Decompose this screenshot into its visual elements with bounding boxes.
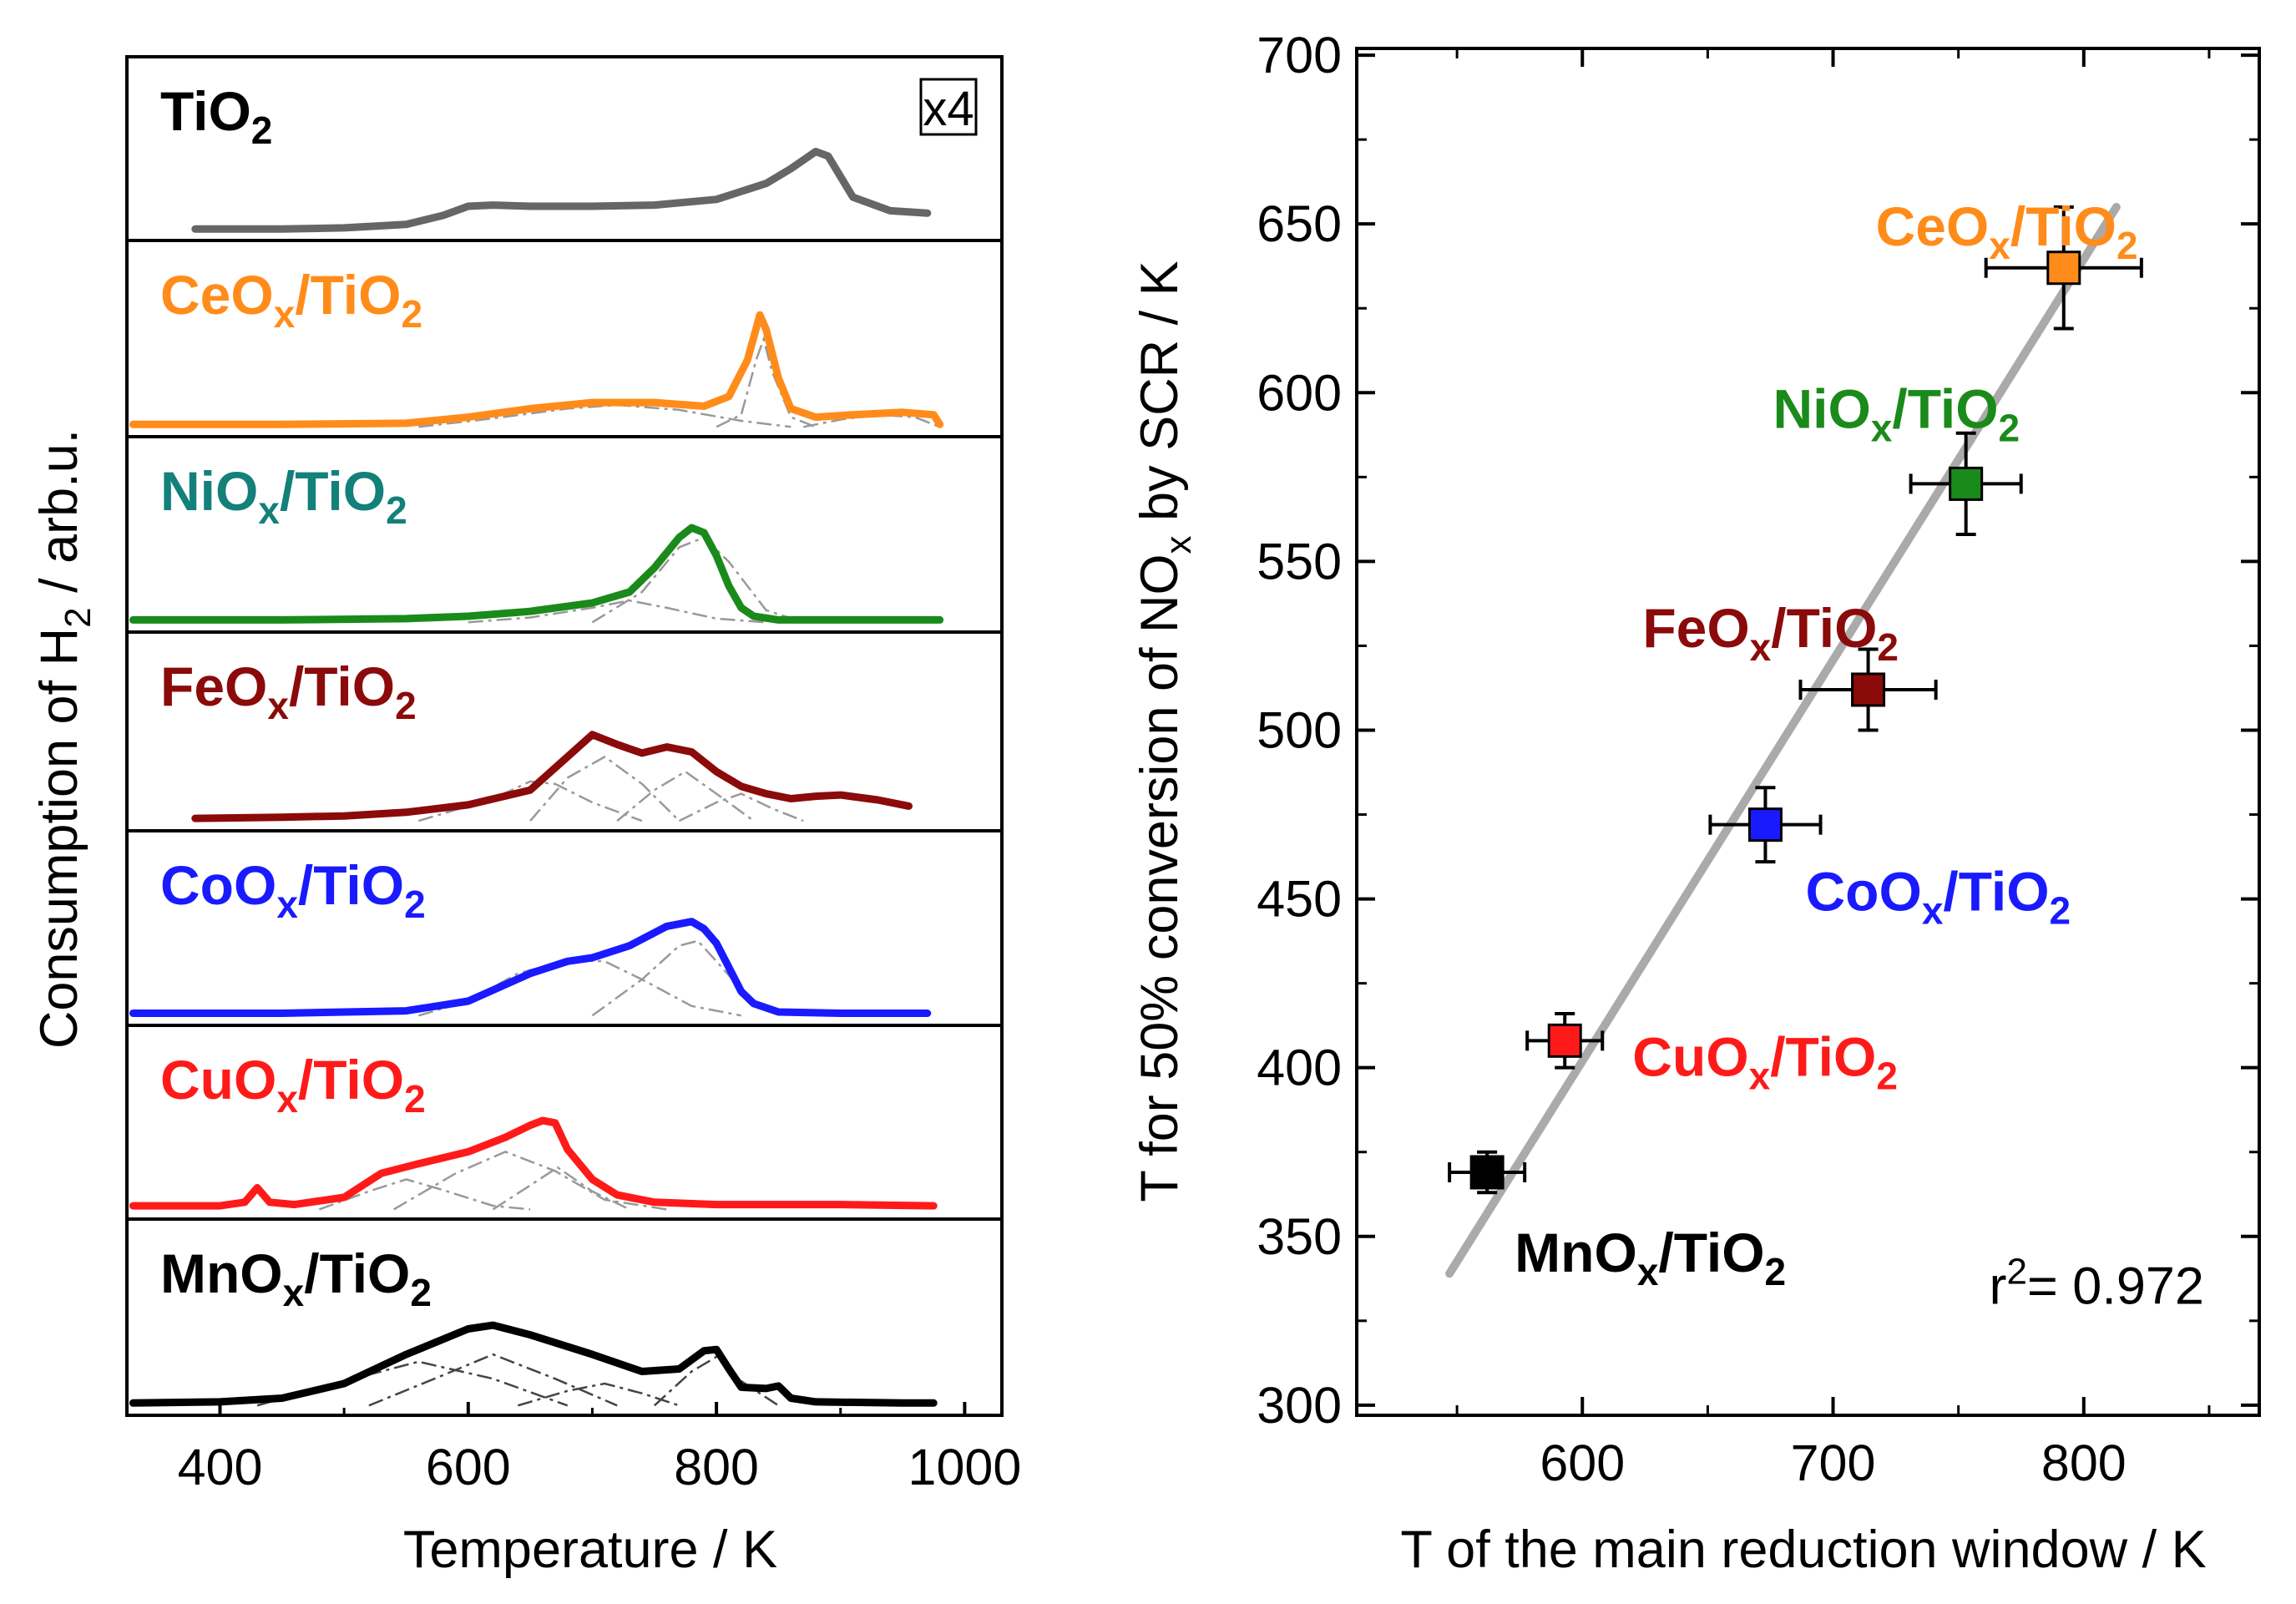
point-cuox-tio2: CuOx/TiO2 (1525, 1012, 1898, 1098)
x-tick-label: 600 (426, 1439, 511, 1495)
y-tick-label: 550 (1257, 533, 1342, 589)
sample-label: CeOx/TiO2 (160, 264, 422, 336)
point-label: CeOx/TiO2 (1876, 195, 2138, 267)
y-tick-label: 600 (1257, 364, 1342, 421)
tpr-curve (191, 148, 932, 233)
point-label: NiOx/TiO2 (1773, 377, 2020, 449)
point-coox-tio2: CoOx/TiO2 (1708, 786, 2071, 932)
point-label: CuOx/TiO2 (1632, 1026, 1898, 1098)
point-label: FeOx/TiO2 (1642, 597, 1899, 669)
right-chart-correlation: 300 350 400 450 500 550 600 650 700 600 700 800 T of… (1130, 27, 2261, 1579)
fit-component-2 (591, 939, 791, 1017)
left-x-axis-label: Temperature / K (403, 1521, 777, 1579)
plot-frame (1355, 47, 2261, 1417)
sample-label: MnOx/TiO2 (160, 1242, 432, 1314)
x-tick-label: 600 (1540, 1434, 1625, 1491)
y-tick-label: 650 (1257, 195, 1342, 252)
fit-component-3 (517, 1382, 680, 1407)
tpr-curve (129, 311, 944, 428)
fit-component-2 (716, 336, 817, 428)
panel-cuox-tio2: CuOx/TiO2 (125, 1024, 1004, 1221)
panel-tio2: TiO2 (125, 55, 1004, 242)
point-ceox-tio2: CeOx/TiO2 (1876, 195, 2143, 331)
x-tick-label: 800 (2041, 1434, 2127, 1491)
panel-frame (125, 1217, 1004, 1417)
r-squared-annotation: r2= 0.972 (1990, 1252, 2204, 1316)
tpr-curve (129, 524, 944, 624)
y-tick-label: 350 (1257, 1208, 1342, 1265)
data-marker (1547, 1023, 1582, 1058)
tpr-curve (129, 1321, 938, 1407)
fit-component-2 (368, 1353, 618, 1407)
y-tick-label: 450 (1257, 871, 1342, 928)
point-niox-tio2: NiOx/TiO2 (1773, 377, 2023, 537)
panel-mnox-tio2: MnOx/TiO2 (125, 1217, 1004, 1417)
tpr-curve (129, 1116, 938, 1210)
fit-component-2 (529, 755, 680, 822)
sample-label: FeOx/TiO2 (160, 655, 417, 727)
fit-line (1445, 202, 2121, 1278)
point-label: MnOx/TiO2 (1515, 1222, 1786, 1293)
sample-label: TiO2 (160, 80, 272, 152)
data-marker (1469, 1155, 1505, 1190)
point-label: CoOx/TiO2 (1805, 860, 2071, 932)
left-y-axis-label: Consumption of H2 / arb.u. (30, 429, 99, 1049)
fit-component-4 (678, 792, 804, 822)
fit-component-2 (591, 536, 804, 624)
fit-component-3 (492, 1166, 630, 1211)
point-mnox-tio2: MnOx/TiO2 (1448, 1150, 1786, 1293)
y-tick-label: 300 (1257, 1377, 1342, 1434)
fit-component-2 (392, 1151, 667, 1211)
tpr-curve (129, 918, 932, 1017)
x-tick-label: 1000 (908, 1439, 1022, 1495)
y-tick-label: 400 (1257, 1040, 1342, 1096)
x-tick-label: 400 (178, 1439, 263, 1495)
panel-niox-tio2: NiOx/TiO2 (125, 435, 1004, 634)
fit-component-1 (256, 1360, 569, 1407)
left-chart-tpr-profiles: Consumption of H2 / arb.u. TiO2 CeOx/TiO2 N… (30, 55, 1022, 1579)
right-x-axis-label: T of the main reduction window / K (1400, 1521, 2206, 1579)
fit-component-3 (616, 770, 755, 822)
fit-component-3 (802, 413, 941, 428)
y-tick-label: 700 (1257, 27, 1342, 83)
data-marker (1949, 466, 1984, 501)
right-y-axis-label: T for 50% conversion of NOx by SCR / K (1130, 261, 1199, 1202)
data-marker (1747, 807, 1783, 842)
scale-note: x4 (923, 82, 974, 136)
y-tick-label: 500 (1257, 701, 1342, 758)
sample-label: CuOx/TiO2 (160, 1049, 426, 1121)
point-feox-tio2: FeOx/TiO2 (1642, 597, 1938, 732)
fit-component-4 (653, 1355, 780, 1407)
x-tick-label: 800 (674, 1439, 759, 1495)
panel-feox-tio2: FeOx/TiO2 (125, 630, 1004, 832)
data-marker (2046, 250, 2081, 286)
tpr-curve (191, 731, 913, 822)
panel-ceox-tio2: CeOx/TiO2 (125, 239, 1004, 438)
data-marker (1851, 672, 1886, 707)
x-tick-label: 700 (1791, 1434, 1876, 1491)
sample-label: CoOx/TiO2 (160, 854, 426, 926)
panel-coox-tio2: CoOx/TiO2 (125, 829, 1004, 1027)
scale-note-box (919, 78, 978, 136)
fit-component-1 (417, 959, 742, 1017)
sample-label: NiOx/TiO2 (160, 460, 407, 532)
